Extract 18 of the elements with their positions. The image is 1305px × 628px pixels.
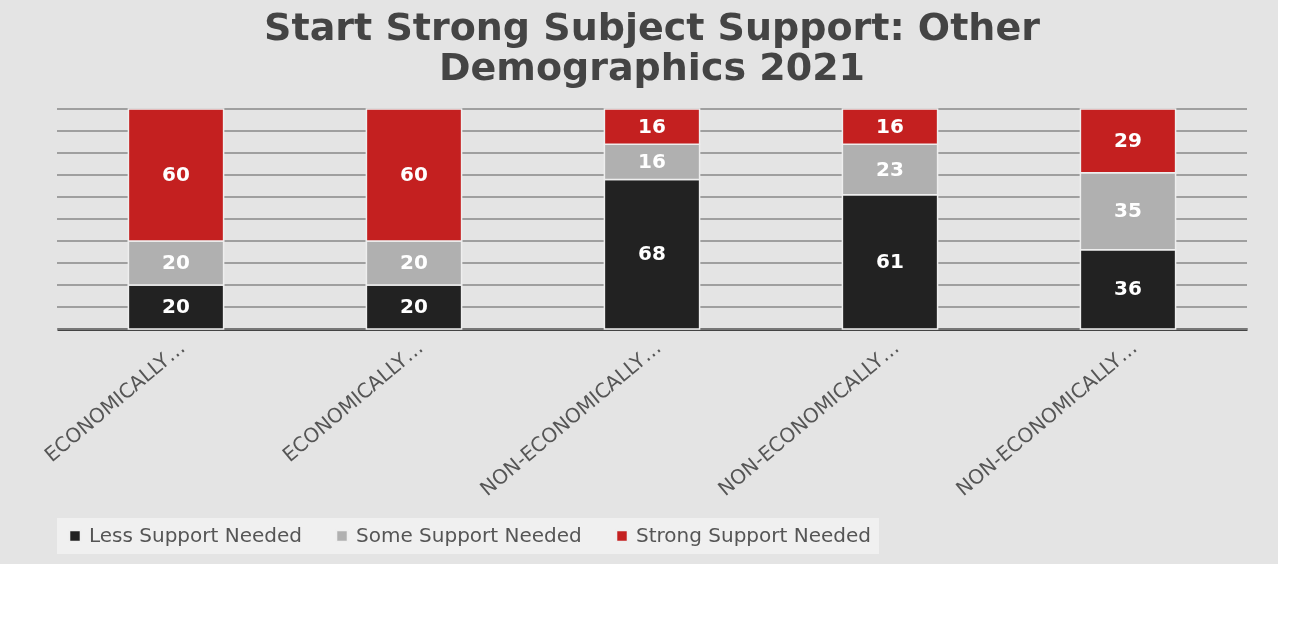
legend-label: Less Support Needed — [89, 523, 302, 547]
data-label: 61 — [876, 248, 904, 273]
data-label: 16 — [638, 113, 666, 138]
data-label: 68 — [638, 241, 666, 266]
data-label: 36 — [1114, 276, 1142, 301]
data-label: 20 — [162, 294, 190, 318]
data-label: 20 — [400, 294, 428, 318]
data-label: 16 — [876, 113, 904, 138]
data-label: 35 — [1114, 198, 1142, 223]
data-label: 60 — [400, 162, 428, 186]
data-label: 60 — [162, 162, 190, 186]
legend-label: Strong Support Needed — [636, 523, 871, 547]
data-label: 16 — [638, 148, 666, 173]
data-label: 20 — [400, 250, 428, 274]
data-label: 29 — [1114, 127, 1142, 152]
legend-label: Some Support Needed — [356, 523, 582, 547]
data-label: 23 — [876, 156, 904, 181]
data-label: 20 — [162, 250, 190, 274]
